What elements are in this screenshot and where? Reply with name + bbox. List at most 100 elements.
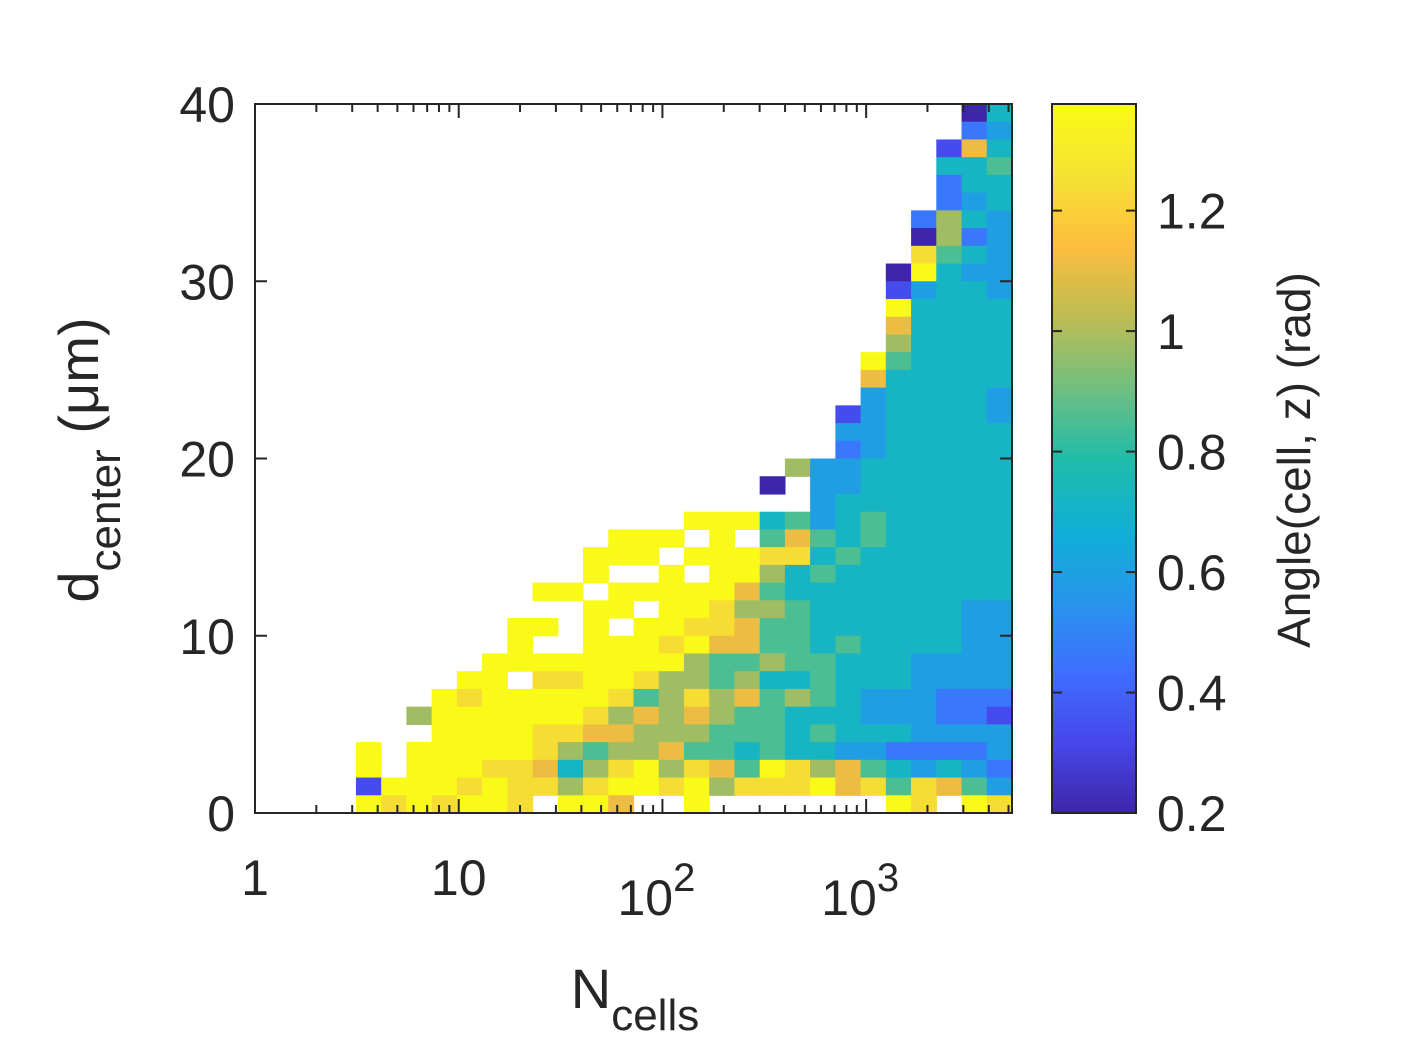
heatmap-cell — [911, 440, 937, 460]
heatmap-cell — [482, 688, 508, 708]
heatmap-cell — [911, 369, 937, 389]
heatmap-cell — [810, 688, 836, 708]
heatmap-cell — [709, 671, 736, 690]
heatmap-cell — [810, 671, 836, 690]
heatmap-cell — [986, 635, 1013, 655]
heatmap-cell — [608, 777, 635, 796]
heatmap-cell — [431, 777, 458, 796]
heatmap-cell — [583, 777, 609, 796]
heatmap-cell — [860, 582, 887, 601]
heatmap-cell — [860, 440, 887, 460]
heatmap-cell — [709, 653, 736, 672]
heatmap-cell — [961, 759, 988, 779]
heatmap-cell — [835, 706, 862, 725]
heatmap-cell — [734, 564, 761, 584]
heatmap-cell — [608, 742, 635, 761]
heatmap-cell — [911, 777, 937, 796]
heatmap-cell — [759, 476, 786, 495]
heatmap-cell — [961, 245, 988, 265]
heatmap-cell — [986, 529, 1013, 548]
heatmap-cell — [885, 458, 912, 477]
heatmap-cell — [961, 139, 988, 158]
heatmap-cell — [860, 369, 887, 389]
heatmap-cell — [709, 547, 736, 566]
heatmap-cell — [810, 493, 836, 513]
heatmap-cell — [658, 759, 685, 779]
heatmap-cell — [885, 547, 912, 566]
heatmap-cell — [784, 511, 811, 531]
heatmap-cell — [734, 582, 761, 601]
heatmap-cell — [885, 298, 912, 318]
heatmap-cell — [911, 511, 937, 531]
heatmap-cell — [936, 263, 963, 282]
heatmap-cell — [961, 316, 988, 336]
heatmap-cell — [936, 228, 963, 247]
heatmap-cell — [835, 493, 862, 513]
heatmap-cell — [557, 742, 584, 761]
heatmap-cell — [835, 688, 862, 708]
heatmap-cell — [456, 759, 483, 779]
heatmap-cell — [961, 281, 988, 300]
heatmap-cell — [608, 529, 635, 548]
heatmap-cell — [835, 582, 862, 601]
heatmap-cell — [936, 476, 963, 495]
heatmap-cell — [860, 706, 887, 725]
heatmap-cell — [961, 440, 988, 460]
heatmap-cell — [532, 706, 559, 725]
heatmap-cell — [532, 582, 559, 601]
heatmap-cell — [355, 777, 382, 796]
heatmap-cell — [583, 600, 609, 619]
heatmap-cell — [431, 742, 458, 761]
heatmap-cell — [709, 635, 736, 655]
heatmap-cell — [860, 777, 887, 796]
heatmap-cell — [961, 352, 988, 371]
heatmap-cell — [986, 174, 1013, 194]
heatmap-cell — [986, 493, 1013, 513]
heatmap-cell — [557, 777, 584, 796]
heatmap-cell — [860, 476, 887, 495]
heatmap-cell — [961, 564, 988, 584]
heatmap-cell — [608, 759, 635, 779]
heatmap-cell — [885, 476, 912, 495]
heatmap-cell — [835, 564, 862, 584]
heatmap-cell — [860, 635, 887, 655]
heatmap-cell — [986, 104, 1013, 123]
x-tick-labels: 1 10 102 103 — [241, 850, 899, 926]
heatmap-cell — [860, 742, 887, 761]
heatmap-cell — [784, 600, 811, 619]
heatmap-cell — [355, 742, 382, 761]
heatmap-cell — [734, 742, 761, 761]
heatmap-cell — [683, 653, 710, 672]
x-tick-label: 102 — [617, 856, 695, 926]
heatmap-cell — [406, 759, 433, 779]
heatmap-cell — [456, 688, 483, 708]
y-tick-label: 10 — [179, 609, 235, 665]
heatmap-cell — [986, 777, 1013, 796]
heatmap-cell — [784, 618, 811, 637]
heatmap-cell — [583, 742, 609, 761]
heatmap-cell — [759, 582, 786, 601]
heatmap-cell — [936, 352, 963, 371]
heatmap-cell — [583, 688, 609, 708]
heatmap-cell — [734, 706, 761, 725]
heatmap-cell — [936, 529, 963, 548]
heatmap-cell — [986, 369, 1013, 389]
heatmap-cell — [961, 582, 988, 601]
heatmap-cell — [860, 653, 887, 672]
heatmap-cell — [885, 706, 912, 725]
heatmap-cell — [709, 777, 736, 796]
heatmap-cell — [759, 564, 786, 584]
heatmap-cell — [885, 316, 912, 336]
heatmap-cell — [381, 777, 407, 796]
heatmap-cell — [911, 210, 937, 229]
heatmap-cell — [709, 706, 736, 725]
heatmap-cell — [936, 316, 963, 336]
heatmap-cell — [936, 671, 963, 690]
heatmap-cell — [911, 742, 937, 761]
heatmap-cell — [355, 795, 382, 814]
heatmap-cell — [683, 777, 710, 796]
heatmap-cell — [911, 334, 937, 353]
heatmap-cell — [936, 192, 963, 211]
heatmap-cell — [860, 671, 887, 690]
y-axis-label: dcenter (μm) — [47, 317, 130, 602]
